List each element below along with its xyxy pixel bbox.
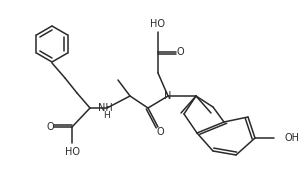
Text: O: O [156,127,164,137]
Text: O: O [176,47,184,57]
Text: H: H [103,110,109,119]
Text: N: N [164,91,172,101]
Text: HO: HO [64,147,79,157]
Text: O: O [46,122,54,132]
Text: HO: HO [151,19,165,29]
Text: NH: NH [98,103,112,113]
Text: OH: OH [285,133,300,143]
